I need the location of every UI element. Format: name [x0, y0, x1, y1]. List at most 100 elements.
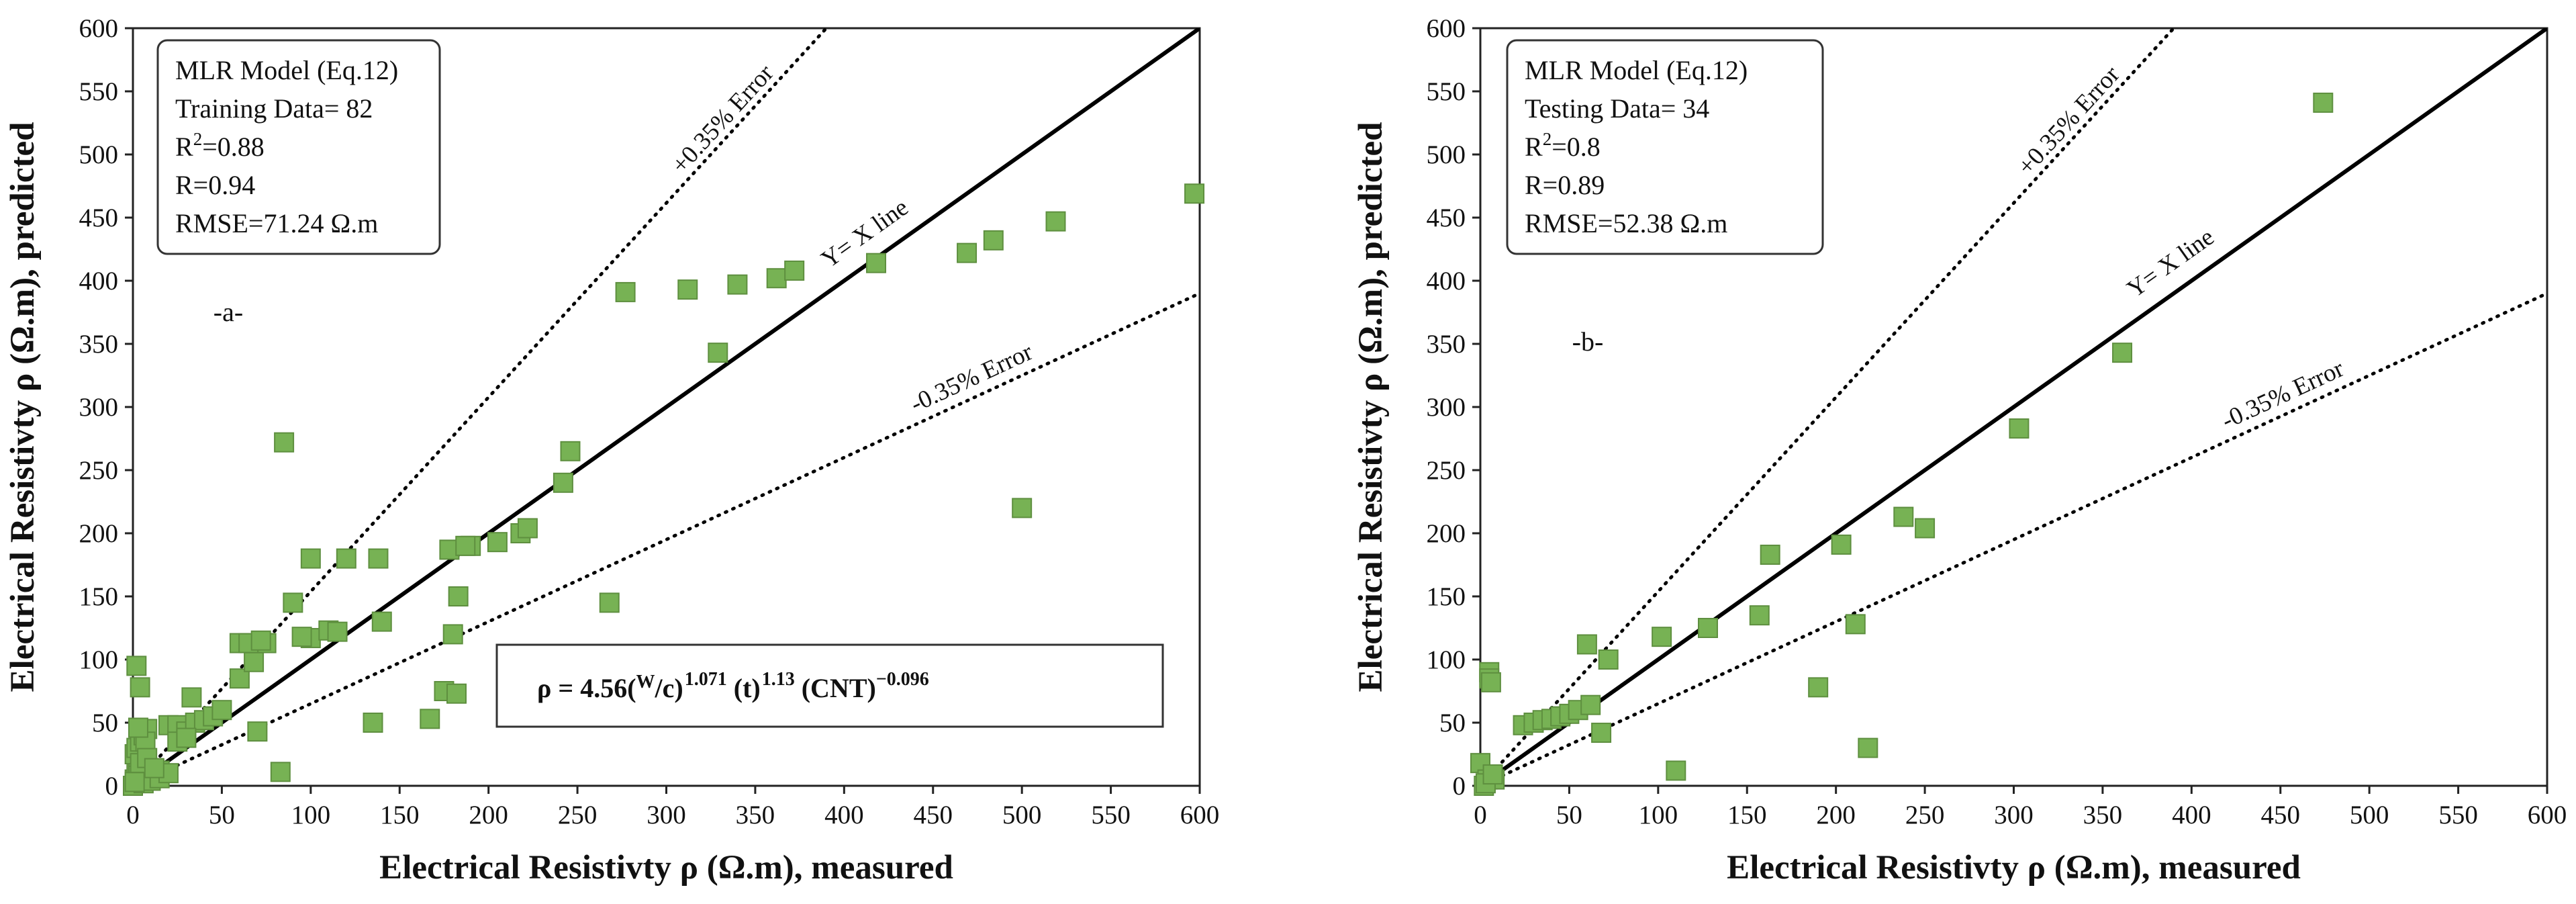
x-tick-label: 150 [380, 801, 420, 829]
data-point [1808, 677, 1829, 698]
data-point [176, 727, 197, 748]
y-tick-label: 200 [1427, 519, 1466, 548]
data-point [1480, 672, 1501, 692]
y-tick-label: 400 [79, 267, 119, 296]
x-tick-label: 100 [1639, 801, 1678, 829]
y-axis-label: Electrical Resistivty ρ (Ω.m), predicted [1352, 122, 1390, 692]
data-point [784, 260, 805, 281]
data-point [247, 721, 268, 742]
y-axis-label: Electrical Resistivty ρ (Ω.m), predicted [4, 122, 42, 692]
y-tick-label: 400 [1427, 267, 1466, 296]
x-tick-label: 350 [736, 801, 775, 829]
stats-box [156, 39, 441, 255]
y-tick-label: 450 [1427, 204, 1466, 232]
stats-line: Testing Data= 34 [1525, 93, 1709, 124]
y-tick-label: 550 [1427, 77, 1466, 106]
stats-r2-base: R [175, 132, 193, 162]
panel-label: -a- [213, 297, 243, 327]
data-point [327, 621, 348, 642]
stats-box [1506, 39, 1824, 255]
stats-r2-sup: 2 [1543, 129, 1552, 149]
data-point [229, 668, 250, 689]
data-point [1012, 498, 1033, 518]
y-tick-label: 200 [79, 519, 119, 548]
y-tick-label: 50 [92, 709, 118, 737]
data-point [866, 253, 887, 273]
data-point [244, 651, 265, 672]
reference-line-error [1480, 28, 2176, 786]
data-point [336, 548, 356, 569]
stats-r2-base: R [1525, 132, 1543, 162]
data-point [448, 586, 469, 606]
data-point [368, 548, 389, 569]
stats-line: R=0.89 [1525, 170, 1605, 200]
x-axis-label: Electrical Resistivty ρ (Ω.m), measured [379, 849, 953, 887]
formula-part: −0.096 [876, 669, 929, 690]
x-tick-label: 600 [1180, 801, 1220, 829]
stats-line: R=0.94 [175, 170, 255, 200]
data-point [1697, 618, 1718, 638]
data-point [126, 656, 147, 676]
data-point [2313, 92, 2334, 113]
data-point [1858, 737, 1878, 758]
data-point [2112, 343, 2133, 363]
data-point [615, 281, 636, 302]
x-axis-label: Electrical Resistivty ρ (Ω.m), measured [1727, 849, 2301, 887]
data-point [1915, 518, 1936, 539]
reference-line-error [1480, 291, 2547, 786]
data-point [553, 472, 573, 493]
data-point [677, 279, 698, 300]
y-tick-label: 450 [79, 204, 119, 232]
data-point [250, 630, 271, 651]
data-point [144, 758, 164, 778]
data-point [128, 717, 148, 738]
data-point [1749, 605, 1770, 626]
x-tick-label: 50 [209, 801, 235, 829]
data-point [487, 532, 508, 553]
stats-line: RMSE=52.38 Ω.m [1525, 208, 1727, 238]
formula-part: W [636, 672, 655, 692]
x-tick-label: 250 [1905, 801, 1945, 829]
stats-r2-sup: 2 [193, 129, 203, 149]
y-tick-label: 0 [1453, 772, 1466, 801]
formula-part: (CNT) [795, 673, 876, 703]
formula-part: (t) [727, 673, 761, 703]
x-tick-label: 200 [1816, 801, 1856, 829]
data-point [1580, 694, 1601, 715]
y-tick-label: 600 [79, 14, 119, 43]
x-tick-label: 550 [2438, 801, 2478, 829]
y-tick-label: 250 [79, 456, 119, 485]
data-point [291, 627, 312, 647]
data-point [1845, 614, 1866, 635]
x-tick-label: 500 [1002, 801, 1042, 829]
formula-part: ρ = 4.56( [537, 673, 636, 703]
reference-line-y-equals-x [1480, 28, 2547, 786]
x-tick-label: 500 [2350, 801, 2389, 829]
data-point [442, 624, 463, 645]
data-point [1652, 627, 1672, 647]
y-tick-label: 300 [1427, 393, 1466, 422]
y-tick-label: 100 [1427, 645, 1466, 674]
y-tick-label: 0 [105, 772, 119, 801]
y-tick-label: 500 [79, 140, 119, 169]
x-tick-label: 250 [558, 801, 598, 829]
x-tick-label: 450 [914, 801, 953, 829]
y-tick-label: 350 [79, 330, 119, 359]
data-point [181, 687, 202, 708]
data-point [599, 592, 620, 613]
formula: ρ = 4.56(W/c)1.071 (t)1.13 (CNT)−0.096 [537, 669, 929, 703]
x-tick-label: 400 [2172, 801, 2211, 829]
stats-line: Training Data= 82 [175, 93, 373, 124]
data-point [1666, 760, 1686, 781]
y-tick-label: 150 [79, 582, 119, 611]
x-tick-label: 550 [1091, 801, 1131, 829]
stats-line: R2=0.8 [1525, 129, 1601, 162]
formula-part: 1.071 [685, 669, 727, 690]
y-tick-label: 550 [79, 77, 119, 106]
x-tick-label: 150 [1727, 801, 1767, 829]
y-tick-label: 50 [1439, 709, 1466, 737]
stats-line: MLR Model (Eq.12) [1525, 55, 1748, 85]
data-point [283, 592, 303, 613]
formula-part: / [655, 673, 663, 703]
